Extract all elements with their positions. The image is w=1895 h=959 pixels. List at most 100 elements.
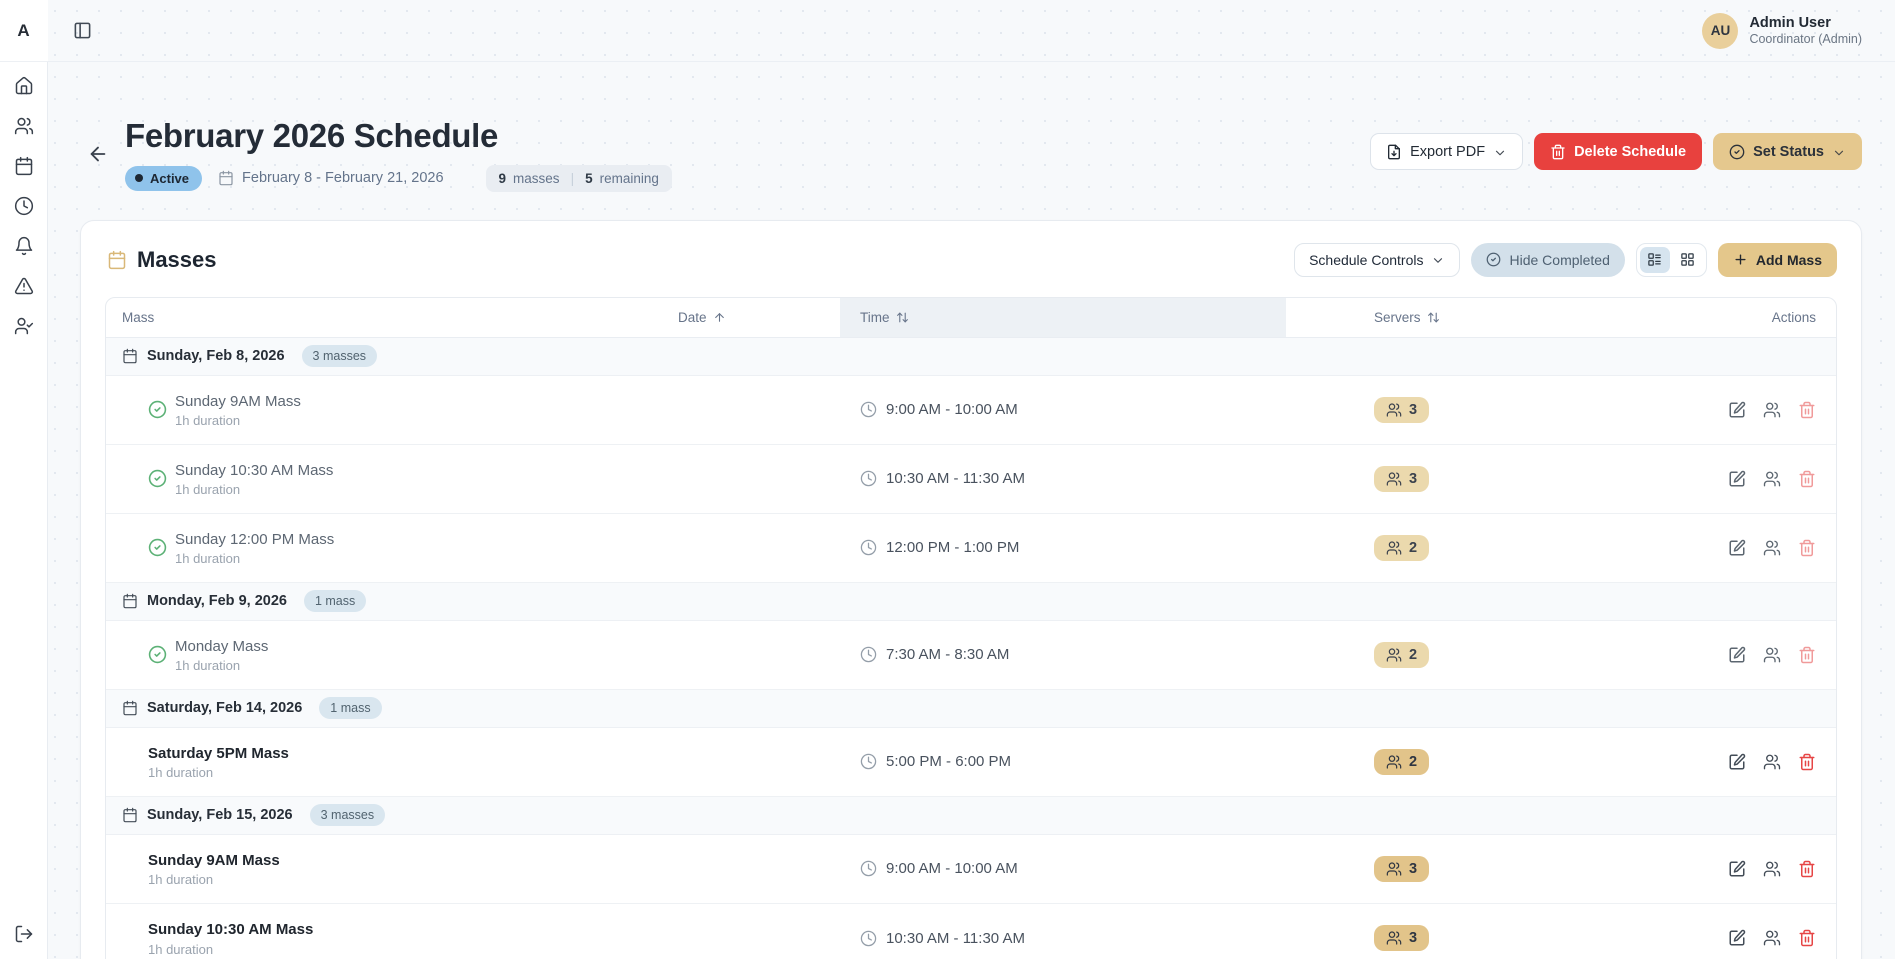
completed-check-icon: [148, 538, 167, 557]
home-icon[interactable]: [13, 75, 35, 97]
clock-icon[interactable]: [13, 195, 35, 217]
assign-servers-icon[interactable]: [1763, 929, 1781, 947]
users-icon: [1386, 861, 1402, 877]
clock-icon: [860, 646, 877, 663]
assign-servers-icon[interactable]: [1763, 753, 1781, 771]
edit-mass-icon[interactable]: [1728, 470, 1746, 488]
servers-count-badge[interactable]: 2: [1374, 534, 1430, 561]
user-menu[interactable]: AU Admin User Coordinator (Admin): [1702, 12, 1862, 49]
mass-row: Saturday 5PM Mass 1h duration 5:00 PM - 6:…: [106, 727, 1836, 797]
view-toggle: [1635, 242, 1707, 277]
sort-icon: [1427, 311, 1440, 324]
assign-servers-icon[interactable]: [1763, 470, 1781, 488]
delete-schedule-button[interactable]: Delete Schedule: [1534, 133, 1703, 170]
edit-mass-icon[interactable]: [1728, 401, 1746, 419]
clock-icon: [860, 860, 877, 877]
edit-mass-icon[interactable]: [1728, 860, 1746, 878]
schedule-stats: 9 masses | 5 remaining: [485, 164, 672, 192]
calendar-icon: [218, 170, 234, 186]
add-mass-button[interactable]: Add Mass: [1717, 242, 1837, 277]
users-icon: [1386, 930, 1402, 946]
mass-duration: 1h duration: [175, 551, 241, 567]
check-circle-icon: [1486, 252, 1501, 267]
users-icon: [1386, 754, 1402, 770]
mass-row: Sunday 9AM Mass 1h duration 9:00 AM - 10:0…: [106, 375, 1836, 445]
page-title: February 2026 Schedule: [125, 117, 499, 154]
mass-time: 5:00 PM - 6:00 PM: [886, 753, 1012, 771]
edit-mass-icon[interactable]: [1728, 539, 1746, 557]
servers-count-badge[interactable]: 2: [1374, 641, 1430, 668]
column-header-time[interactable]: Time: [840, 297, 1286, 337]
mass-row: Monday Mass 1h duration 7:30 AM - 8:30 AM 2: [106, 620, 1836, 690]
calendar-icon: [122, 807, 138, 823]
users-icon: [1386, 540, 1402, 556]
alert-triangle-icon[interactable]: [13, 275, 35, 297]
mass-name: Saturday 5PM Mass: [148, 744, 289, 762]
edit-mass-icon[interactable]: [1728, 929, 1746, 947]
delete-mass-icon[interactable]: [1798, 470, 1816, 488]
column-header-date[interactable]: Date: [670, 298, 840, 337]
completed-check-icon: [148, 469, 167, 488]
logout-icon[interactable]: [13, 923, 35, 945]
avatar: AU: [1702, 12, 1739, 49]
assign-servers-icon[interactable]: [1763, 646, 1781, 664]
servers-count-badge[interactable]: 3: [1374, 396, 1430, 423]
edit-mass-icon[interactable]: [1728, 753, 1746, 771]
servers-count-badge[interactable]: 2: [1374, 748, 1430, 775]
main-area: AU Admin User Coordinator (Admin) Februa…: [48, 0, 1895, 959]
delete-mass-icon[interactable]: [1798, 401, 1816, 419]
schedule-controls-dropdown[interactable]: Schedule Controls: [1294, 242, 1461, 277]
table-body: Sunday, Feb 8, 2026 3 masses Sunday 9AM Ma…: [106, 337, 1836, 959]
set-status-button[interactable]: Set Status: [1713, 133, 1862, 170]
date-group-row: Sunday, Feb 8, 2026 3 masses: [106, 337, 1836, 376]
calendar-icon[interactable]: [13, 155, 35, 177]
date-range: February 8 - February 21, 2026: [218, 170, 444, 186]
servers-count-badge[interactable]: 3: [1374, 925, 1430, 952]
export-pdf-button[interactable]: Export PDF: [1370, 133, 1524, 170]
delete-mass-icon[interactable]: [1798, 860, 1816, 878]
user-name: Admin User: [1749, 14, 1831, 31]
back-button[interactable]: [80, 136, 116, 172]
chevron-down-icon: [1493, 145, 1507, 159]
mass-time: 12:00 PM - 1:00 PM: [886, 539, 1020, 557]
user-check-icon[interactable]: [13, 315, 35, 337]
mass-time: 10:30 AM - 11:30 AM: [886, 929, 1025, 947]
mass-duration: 1h duration: [175, 413, 241, 429]
mass-duration: 1h duration: [175, 658, 241, 674]
masses-card: Masses Schedule Controls Hide Completed: [80, 219, 1862, 959]
assign-servers-icon[interactable]: [1763, 401, 1781, 419]
delete-mass-icon[interactable]: [1798, 646, 1816, 664]
column-header-actions: Actions: [1771, 309, 1816, 325]
mass-count-badge: 3 masses: [301, 345, 378, 368]
delete-mass-icon[interactable]: [1798, 929, 1816, 947]
servers-count-badge[interactable]: 3: [1374, 465, 1430, 492]
bell-icon[interactable]: [13, 235, 35, 257]
grid-view-icon[interactable]: [1673, 247, 1703, 273]
delete-mass-icon[interactable]: [1798, 539, 1816, 557]
status-badge: Active: [125, 165, 203, 191]
mass-time: 9:00 AM - 10:00 AM: [886, 860, 1018, 878]
servers-count-badge[interactable]: 3: [1374, 855, 1430, 882]
completed-check-icon: [148, 400, 167, 419]
edit-mass-icon[interactable]: [1728, 646, 1746, 664]
users-icon[interactable]: [13, 115, 35, 137]
mass-row: Sunday 10:30 AM Mass 1h duration 10:30 AM …: [106, 903, 1836, 959]
list-view-icon[interactable]: [1639, 246, 1670, 273]
sidebar-toggle-icon[interactable]: [73, 21, 92, 40]
delete-mass-icon[interactable]: [1798, 753, 1816, 771]
assign-servers-icon[interactable]: [1763, 539, 1781, 557]
page-content: February 2026 Schedule Active February 8…: [48, 62, 1895, 959]
mass-name: Sunday 10:30 AM Mass: [148, 921, 314, 939]
assign-servers-icon[interactable]: [1763, 860, 1781, 878]
sidebar-nav: [13, 62, 35, 923]
group-date: Sunday, Feb 8, 2026: [147, 348, 285, 365]
calendar-icon: [122, 593, 138, 609]
chevron-down-icon: [1832, 145, 1846, 159]
users-icon: [1386, 471, 1402, 487]
hide-completed-toggle[interactable]: Hide Completed: [1471, 242, 1625, 277]
page-header: February 2026 Schedule Active February 8…: [80, 117, 1862, 192]
column-header-servers[interactable]: Servers: [1286, 298, 1626, 337]
group-date: Sunday, Feb 15, 2026: [147, 807, 293, 824]
clock-icon: [860, 401, 877, 418]
clock-icon: [860, 930, 877, 947]
